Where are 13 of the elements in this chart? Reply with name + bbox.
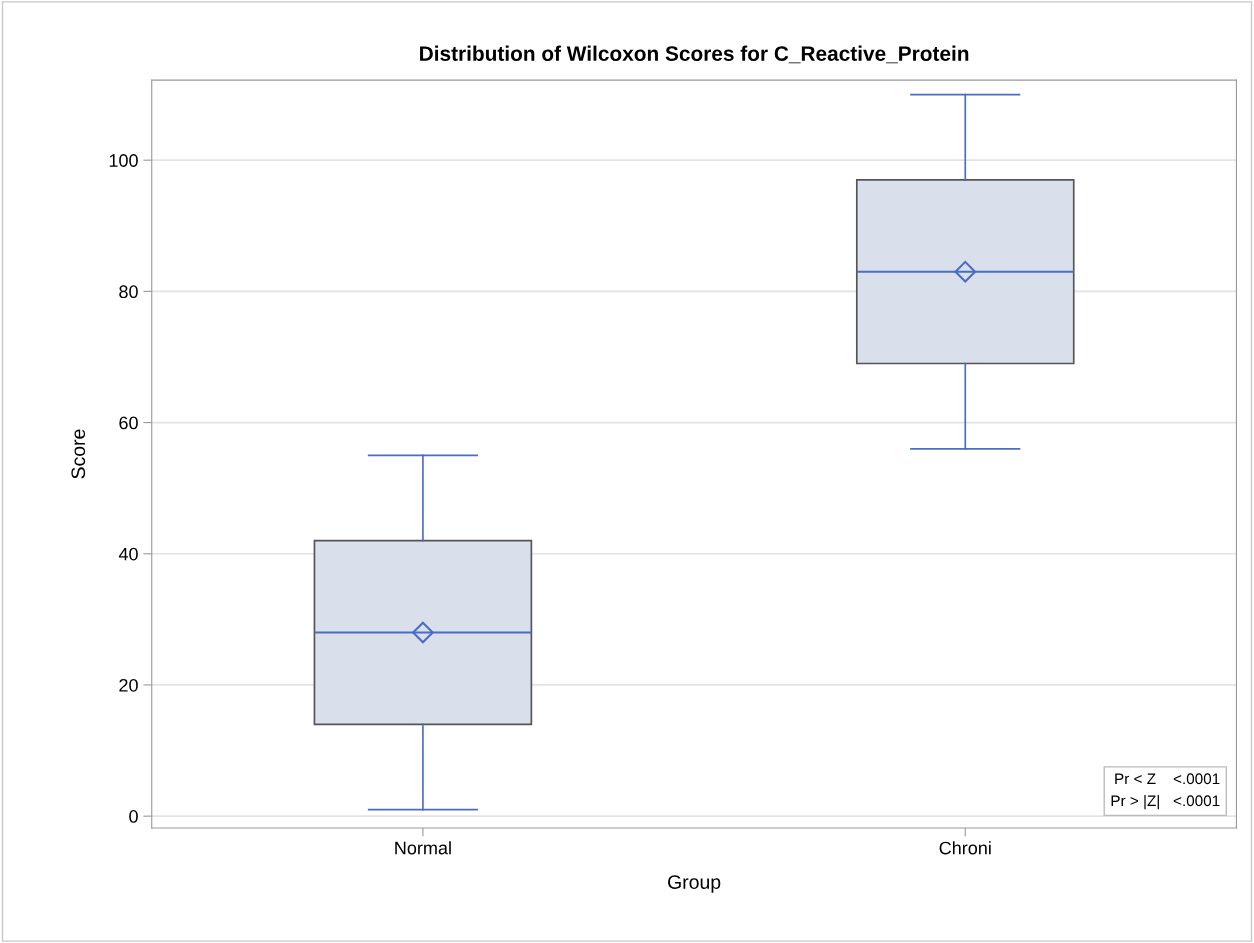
y-tick-label: 20 bbox=[119, 678, 138, 692]
y-tick-label: 80 bbox=[119, 285, 138, 299]
annotation: Pr < Z <.0001 bbox=[1115, 773, 1220, 785]
y-tick-label: 0 bbox=[129, 810, 138, 823]
annotation: Pr > |Z| <.0001 bbox=[1111, 794, 1220, 810]
chart-title: Distribution of Wilcoxon Scores for C_Reactive_Protein bbox=[420, 45, 969, 64]
y-tick-label: 60 bbox=[119, 416, 138, 430]
x-tick-label: Chroni bbox=[939, 841, 991, 855]
x-tick-label: Normal bbox=[395, 841, 451, 855]
y-tick-label: 100 bbox=[109, 154, 138, 167]
x-axis-title: Group bbox=[668, 875, 721, 893]
y-tick-label: 40 bbox=[118, 547, 138, 561]
y-axis-title: Score bbox=[71, 429, 86, 479]
